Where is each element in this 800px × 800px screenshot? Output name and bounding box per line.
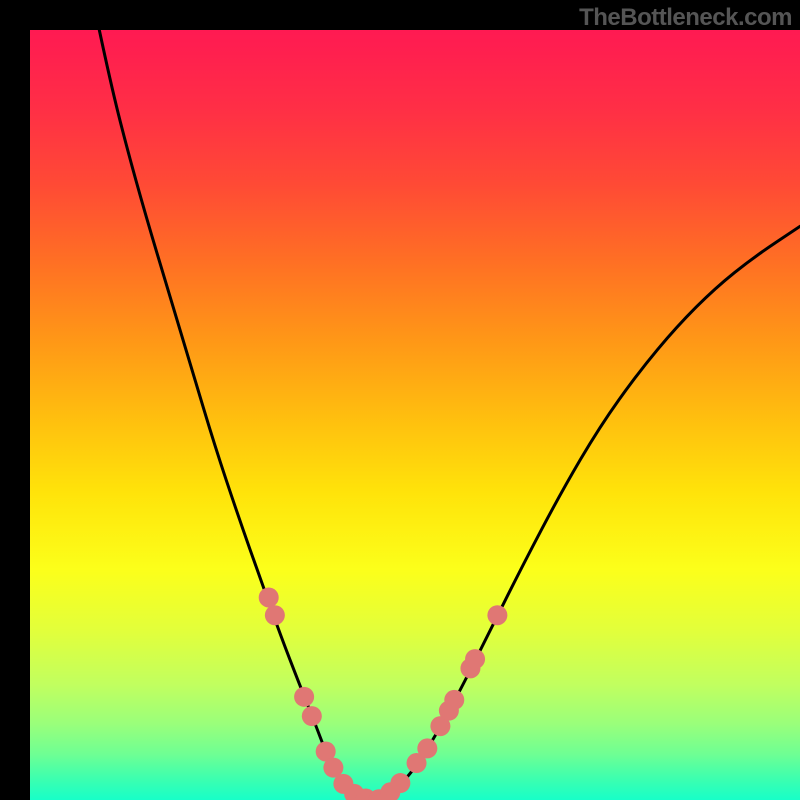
data-dot: [487, 605, 507, 625]
bottleneck-curve-chart: [30, 30, 800, 800]
plot-area: [30, 30, 800, 800]
plot-background: [30, 30, 800, 800]
data-dot: [390, 773, 410, 793]
data-dot: [259, 587, 279, 607]
watermark-text: TheBottleneck.com: [579, 4, 792, 32]
data-dot: [265, 605, 285, 625]
data-dot: [294, 687, 314, 707]
data-dot: [465, 649, 485, 669]
data-dot: [417, 738, 437, 758]
chart-frame: TheBottleneck.com: [0, 0, 800, 800]
data-dot: [444, 690, 464, 710]
data-dot: [302, 706, 322, 726]
